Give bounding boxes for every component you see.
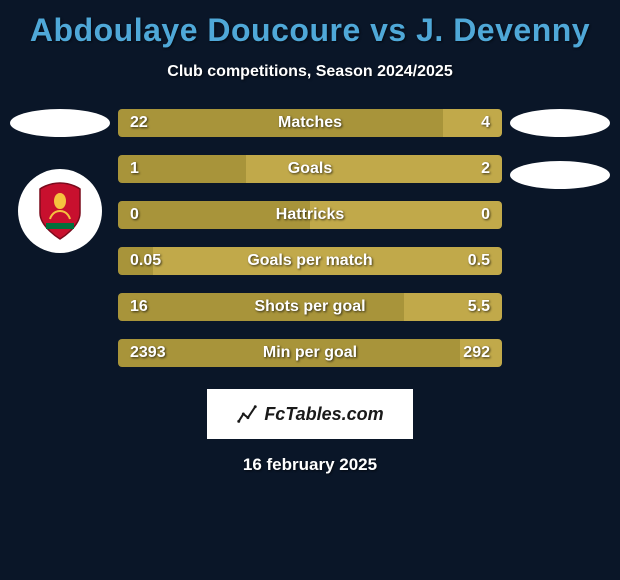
liverpool-crest-icon bbox=[28, 179, 92, 243]
stat-right-value: 5.5 bbox=[468, 298, 490, 316]
stat-right-value: 2 bbox=[481, 160, 490, 178]
stat-bar: 0 0 Hattricks bbox=[118, 201, 502, 229]
stat-right-value: 0 bbox=[481, 206, 490, 224]
stat-bar-right-segment bbox=[246, 155, 502, 183]
stat-bar: 1 2 Goals bbox=[118, 155, 502, 183]
stat-right-value: 0.5 bbox=[468, 252, 490, 270]
stat-label: Hattricks bbox=[276, 206, 344, 224]
left-player-crest bbox=[18, 169, 102, 253]
stat-label: Goals per match bbox=[247, 252, 372, 270]
stat-bar: 16 5.5 Shots per goal bbox=[118, 293, 502, 321]
right-player-crest-placeholder bbox=[510, 161, 610, 189]
stat-left-value: 2393 bbox=[130, 344, 166, 362]
stat-left-value: 0 bbox=[130, 206, 139, 224]
stat-left-value: 16 bbox=[130, 298, 148, 316]
right-player-col bbox=[508, 109, 612, 367]
stat-bar-right-segment bbox=[443, 109, 502, 137]
stat-label: Min per goal bbox=[263, 344, 357, 362]
stat-label: Shots per goal bbox=[254, 298, 365, 316]
subtitle: Club competitions, Season 2024/2025 bbox=[0, 63, 620, 81]
stat-bar: 2393 292 Min per goal bbox=[118, 339, 502, 367]
stat-left-value: 22 bbox=[130, 114, 148, 132]
stat-right-value: 4 bbox=[481, 114, 490, 132]
stat-left-value: 0.05 bbox=[130, 252, 161, 270]
stat-label: Goals bbox=[288, 160, 332, 178]
left-player-photo-placeholder bbox=[10, 109, 110, 137]
comparison-panel: 22 4 Matches 1 2 Goals 0 0 Hattricks 0.05 0.5 Goals… bbox=[0, 109, 620, 367]
page-title: Abdoulaye Doucoure vs J. Devenny bbox=[0, 0, 620, 49]
stat-bar: 0.05 0.5 Goals per match bbox=[118, 247, 502, 275]
stat-left-value: 1 bbox=[130, 160, 139, 178]
right-player-photo-placeholder bbox=[510, 109, 610, 137]
brand-text: FcTables.com bbox=[264, 404, 383, 425]
stat-right-value: 292 bbox=[463, 344, 490, 362]
left-player-col bbox=[8, 109, 112, 367]
stat-bars: 22 4 Matches 1 2 Goals 0 0 Hattricks 0.05 0.5 Goals… bbox=[112, 109, 508, 367]
stat-label: Matches bbox=[278, 114, 342, 132]
brand-badge: FcTables.com bbox=[207, 389, 413, 439]
stats-icon bbox=[236, 403, 258, 425]
stat-bar: 22 4 Matches bbox=[118, 109, 502, 137]
date-label: 16 february 2025 bbox=[0, 455, 620, 475]
